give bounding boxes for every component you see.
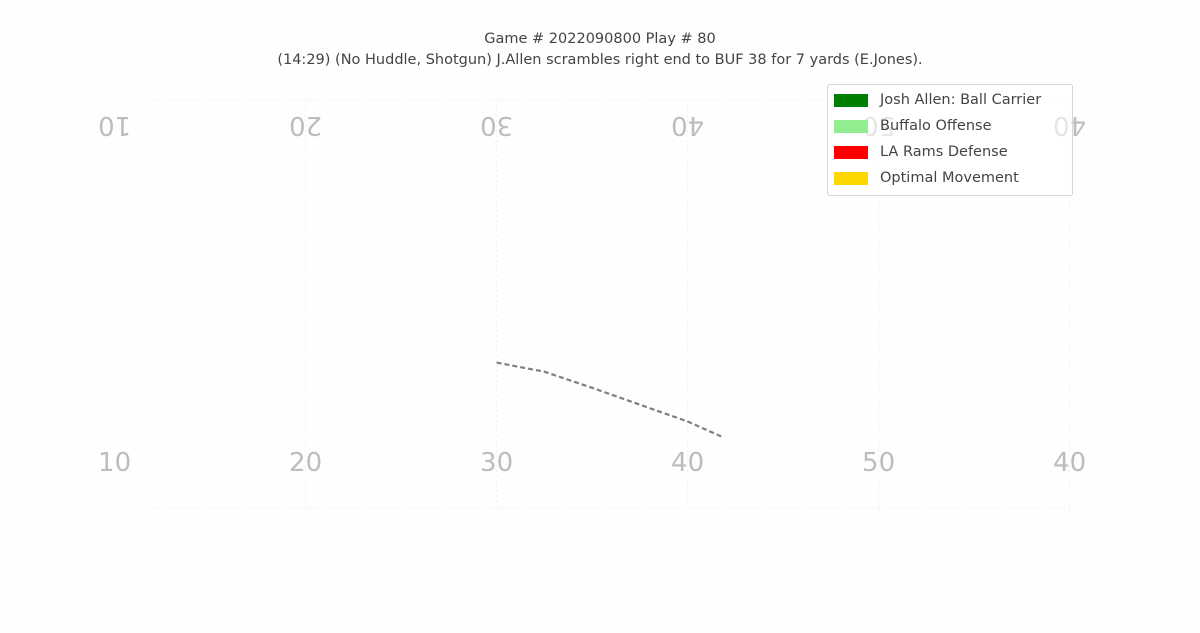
field-number-bottom-4: 50 bbox=[862, 448, 895, 478]
legend-swatch-ball-carrier bbox=[834, 93, 868, 107]
legend-label-defense: LA Rams Defense bbox=[880, 144, 1008, 160]
field-number-bottom-3: 40 bbox=[671, 448, 704, 478]
legend: Josh Allen: Ball Carrier Buffalo Offense… bbox=[827, 84, 1073, 196]
field-number-top-1: 20 bbox=[289, 110, 322, 140]
legend-item-ball-carrier: Josh Allen: Ball Carrier bbox=[834, 90, 1041, 110]
chart-subtitle: (14:29) (No Huddle, Shotgun) J.Allen scr… bbox=[277, 52, 923, 68]
field-number-bottom-1: 20 bbox=[289, 448, 322, 478]
legend-item-optimal: Optimal Movement bbox=[834, 168, 1019, 188]
legend-item-offense: Buffalo Offense bbox=[834, 116, 992, 136]
field-number-top-2: 30 bbox=[480, 110, 513, 140]
field-number-bottom-5: 40 bbox=[1053, 448, 1086, 478]
legend-label-offense: Buffalo Offense bbox=[880, 118, 992, 134]
legend-label-optimal: Optimal Movement bbox=[880, 170, 1019, 186]
legend-item-defense: LA Rams Defense bbox=[834, 142, 1008, 162]
field-number-top-0: 10 bbox=[98, 110, 131, 140]
field-number-bottom-0: 10 bbox=[98, 448, 131, 478]
field-number-top-3: 40 bbox=[671, 110, 704, 140]
legend-swatch-offense bbox=[834, 119, 868, 133]
legend-swatch-optimal bbox=[834, 171, 868, 185]
chart-title: Game # 2022090800 Play # 80 bbox=[484, 31, 716, 47]
legend-swatch-defense bbox=[834, 145, 868, 159]
legend-label-ball-carrier: Josh Allen: Ball Carrier bbox=[880, 92, 1042, 108]
optimal-movement-path bbox=[496, 361, 723, 438]
field-number-bottom-2: 30 bbox=[480, 448, 513, 478]
